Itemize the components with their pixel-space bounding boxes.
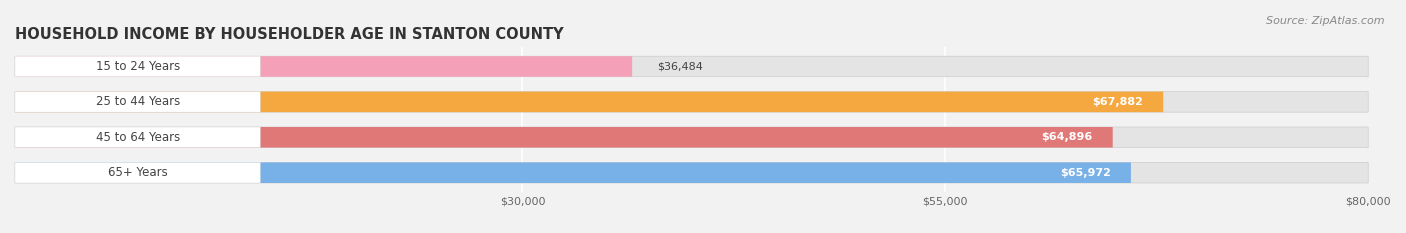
- Text: $65,972: $65,972: [1060, 168, 1111, 178]
- Text: $64,896: $64,896: [1042, 132, 1092, 142]
- Text: 65+ Years: 65+ Years: [108, 166, 167, 179]
- FancyBboxPatch shape: [15, 162, 1130, 183]
- Text: $36,484: $36,484: [658, 62, 703, 72]
- Text: 45 to 64 Years: 45 to 64 Years: [96, 131, 180, 144]
- FancyBboxPatch shape: [15, 162, 260, 183]
- FancyBboxPatch shape: [15, 56, 633, 77]
- FancyBboxPatch shape: [15, 127, 1368, 147]
- FancyBboxPatch shape: [15, 92, 1368, 112]
- FancyBboxPatch shape: [15, 127, 260, 147]
- FancyBboxPatch shape: [15, 56, 1368, 77]
- FancyBboxPatch shape: [15, 92, 260, 112]
- Text: 25 to 44 Years: 25 to 44 Years: [96, 95, 180, 108]
- Text: 15 to 24 Years: 15 to 24 Years: [96, 60, 180, 73]
- FancyBboxPatch shape: [15, 127, 1112, 147]
- Text: HOUSEHOLD INCOME BY HOUSEHOLDER AGE IN STANTON COUNTY: HOUSEHOLD INCOME BY HOUSEHOLDER AGE IN S…: [15, 27, 564, 42]
- FancyBboxPatch shape: [15, 162, 1368, 183]
- Text: Source: ZipAtlas.com: Source: ZipAtlas.com: [1267, 16, 1385, 26]
- FancyBboxPatch shape: [15, 56, 260, 77]
- Text: $67,882: $67,882: [1092, 97, 1143, 107]
- FancyBboxPatch shape: [15, 92, 1163, 112]
